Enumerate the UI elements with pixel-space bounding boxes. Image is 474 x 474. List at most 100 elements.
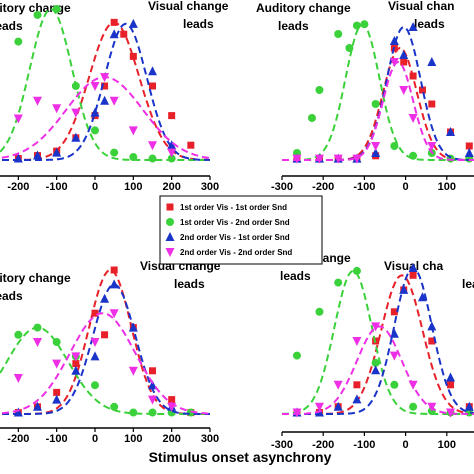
chart-panel-bottom-left: 00-200-1000100200300ditory changeleadsVi… bbox=[0, 259, 221, 445]
data-point-fo_so bbox=[148, 154, 157, 163]
annotation-visual-3: leads bbox=[183, 17, 214, 31]
data-point-so_fo bbox=[90, 107, 100, 117]
data-point-fo_so bbox=[352, 266, 361, 275]
data-point-so_so bbox=[52, 359, 62, 369]
data-point-fo_so bbox=[91, 126, 99, 135]
data-point-fo_fo bbox=[409, 72, 417, 80]
data-point-fo_so bbox=[390, 380, 399, 389]
x-tick-label: 0 bbox=[92, 433, 98, 445]
data-point-so_fo bbox=[128, 18, 138, 28]
data-point-fo_so bbox=[409, 151, 418, 160]
data-point-so_fo bbox=[52, 394, 62, 404]
x-tick-label: -200 bbox=[312, 181, 334, 193]
data-point-fo_fo bbox=[101, 331, 109, 339]
data-point-fo_fo bbox=[447, 381, 455, 389]
legend-marker-fo_fo bbox=[166, 203, 174, 211]
x-tick-label: 100 bbox=[124, 181, 142, 193]
data-point-fo_fo bbox=[101, 82, 109, 90]
fit-curve-fo_so bbox=[282, 23, 474, 161]
fit-curve-fo_fo bbox=[0, 21, 210, 161]
legend-marker-so_so bbox=[165, 248, 175, 257]
data-point-so_fo bbox=[427, 57, 437, 66]
data-point-so_so bbox=[427, 142, 437, 151]
data-point-so_fo bbox=[148, 66, 157, 76]
data-point-so_so bbox=[167, 402, 177, 412]
data-point-fo_so bbox=[334, 30, 343, 38]
data-point-so_fo bbox=[33, 150, 42, 160]
data-point-fo_so bbox=[409, 402, 418, 411]
data-point-fo_so bbox=[33, 323, 42, 332]
data-point-so_so bbox=[399, 86, 409, 95]
x-tick-label: 0 bbox=[403, 439, 409, 451]
data-point-so_so bbox=[128, 126, 138, 136]
data-point-so_so bbox=[71, 352, 81, 362]
x-tick-label: -300 bbox=[271, 439, 293, 451]
annotation-visual-2: Visual chan bbox=[388, 0, 454, 13]
annotation-auditory-1: leads bbox=[0, 19, 23, 33]
data-point-so_fo bbox=[408, 263, 418, 272]
data-point-fo_so bbox=[14, 37, 23, 46]
x-tick-label: 0 bbox=[92, 181, 98, 193]
data-point-so_fo bbox=[427, 321, 437, 331]
fit-curve-so_so bbox=[0, 312, 211, 415]
data-point-so_fo bbox=[52, 147, 62, 157]
data-point-so_so bbox=[292, 154, 302, 164]
data-point-so_so bbox=[90, 338, 100, 347]
data-point-so_fo bbox=[71, 365, 81, 375]
data-point-so_fo bbox=[100, 293, 110, 303]
data-point-so_fo bbox=[13, 407, 23, 417]
data-point-fo_so bbox=[390, 142, 399, 150]
data-point-so_so bbox=[148, 141, 157, 151]
annotation-auditory-1: leads bbox=[278, 19, 309, 33]
data-point-fo_so bbox=[33, 10, 42, 19]
data-point-fo_fo bbox=[149, 367, 156, 375]
data-point-fo_fo bbox=[187, 141, 195, 149]
data-point-fo_fo bbox=[120, 30, 128, 38]
data-point-fo_fo bbox=[53, 388, 61, 396]
data-point-so_fo bbox=[399, 284, 409, 294]
x-tick-label: -200 bbox=[7, 433, 29, 445]
annotation-visual-3: leads bbox=[414, 17, 445, 31]
data-point-fo_so bbox=[371, 358, 380, 367]
x-tick-label: -100 bbox=[353, 181, 375, 193]
data-point-so_so bbox=[13, 114, 23, 124]
data-point-fo_so bbox=[129, 153, 138, 162]
data-point-so_fo bbox=[128, 322, 138, 332]
data-point-so_so bbox=[109, 96, 119, 106]
data-point-so_so bbox=[100, 73, 110, 83]
x-tick-label: -200 bbox=[7, 181, 29, 193]
chart-panel-top-left: 00-200-1000100200300ditory changeleadsVi… bbox=[0, 0, 229, 193]
data-point-fo_so bbox=[307, 114, 316, 122]
data-point-fo_so bbox=[371, 100, 380, 108]
data-point-fo_fo bbox=[428, 337, 436, 345]
x-tick-label: 200 bbox=[162, 181, 180, 193]
data-point-so_fo bbox=[464, 148, 474, 157]
x-tick-label: 100 bbox=[438, 439, 456, 451]
annotation-auditory-0: ditory change bbox=[0, 1, 71, 15]
fit-curve-fo_so bbox=[0, 326, 210, 415]
data-point-fo_fo bbox=[428, 100, 436, 108]
x-tick-label: 100 bbox=[124, 433, 142, 445]
x-tick-label: 0 bbox=[403, 181, 409, 193]
data-point-so_fo bbox=[109, 29, 119, 39]
data-point-fo_so bbox=[334, 278, 343, 287]
fit-curve-so_fo bbox=[0, 283, 210, 415]
data-point-so_so bbox=[148, 395, 157, 405]
data-point-so_fo bbox=[371, 148, 381, 157]
data-point-so_fo bbox=[464, 401, 474, 411]
chart-panel-top-right: -300-200-1000100200Auditory changeleadsV… bbox=[256, 0, 474, 193]
annotation-auditory-0: Auditory change bbox=[256, 1, 351, 15]
x-tick-label: -200 bbox=[312, 439, 334, 451]
x-tick-label: 300 bbox=[201, 433, 219, 445]
data-point-fo_fo bbox=[129, 52, 137, 60]
x-tick-label: -100 bbox=[46, 433, 68, 445]
annotation-auditory-1: leads bbox=[0, 289, 23, 303]
data-point-fo_fo bbox=[353, 381, 361, 389]
data-point-so_so bbox=[352, 154, 362, 164]
x-tick-label: -300 bbox=[271, 181, 293, 193]
data-point-so_fo bbox=[33, 401, 42, 411]
data-point-so_so bbox=[333, 154, 343, 164]
data-point-so_so bbox=[167, 148, 177, 158]
data-point-so_fo bbox=[352, 394, 362, 404]
